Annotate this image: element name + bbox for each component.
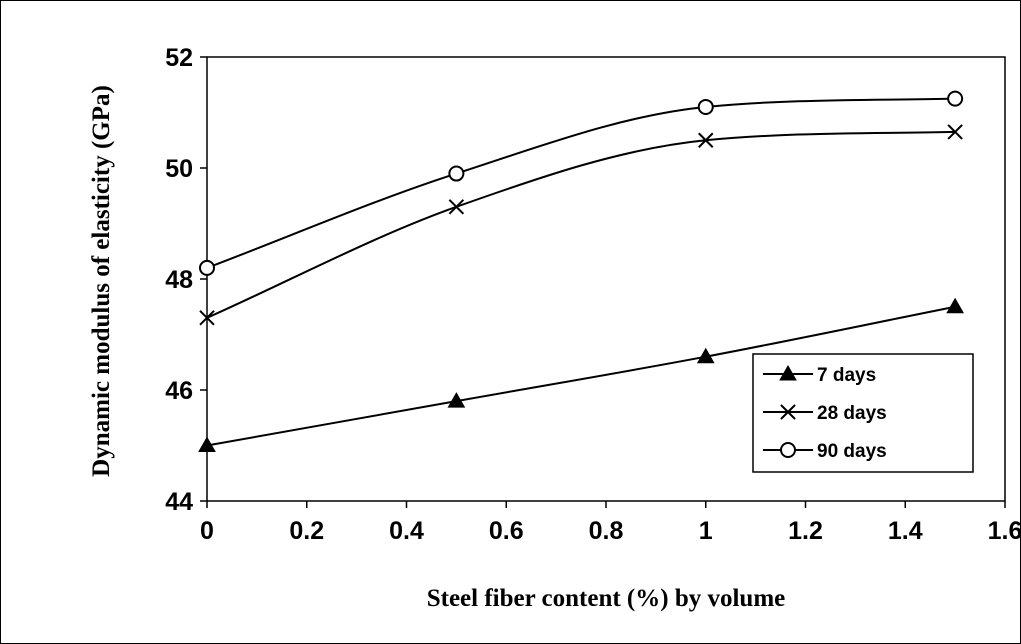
x-tick-label: 0.4 bbox=[389, 517, 424, 545]
legend-label: 28 days bbox=[817, 403, 887, 424]
data-point bbox=[199, 310, 215, 326]
x-tick-label: 0.2 bbox=[289, 517, 324, 545]
marker-layer bbox=[198, 90, 964, 452]
data-point bbox=[947, 90, 964, 107]
legend-marker bbox=[780, 404, 796, 420]
y-axis: 44 46 48 50 52 bbox=[165, 44, 207, 516]
x-tick-label: 0 bbox=[200, 517, 214, 545]
y-tick-label: 50 bbox=[165, 155, 193, 183]
x-tick-label: 1.2 bbox=[788, 517, 823, 545]
x-tick-label: 0.8 bbox=[589, 517, 624, 545]
series-line-7-days bbox=[206, 305, 956, 447]
data-point bbox=[696, 347, 715, 364]
y-tick-label: 46 bbox=[165, 377, 193, 405]
y-axis-title: Dynamic modulus of elasticity (GPa) bbox=[88, 85, 115, 477]
y-tick-label: 48 bbox=[165, 266, 193, 294]
y-tick-label: 44 bbox=[165, 488, 193, 516]
series-line-28-days bbox=[206, 130, 956, 319]
x-tick-label: 1.4 bbox=[888, 517, 923, 545]
x-axis: 0 0.2 0.4 0.6 0.8 1 1.2 1.4 1.6 bbox=[200, 501, 1020, 545]
data-point bbox=[448, 199, 465, 215]
data-point bbox=[947, 124, 963, 140]
legend: 7 days 28 days 90 days bbox=[752, 353, 974, 473]
data-point bbox=[448, 165, 465, 182]
series-layer bbox=[206, 97, 956, 447]
y-tick-label: 52 bbox=[165, 44, 193, 72]
legend-marker bbox=[779, 364, 797, 381]
data-point bbox=[198, 436, 216, 452]
legend-label: 90 days bbox=[817, 441, 887, 462]
x-tick-label: 0.6 bbox=[489, 517, 524, 545]
data-point bbox=[199, 259, 215, 276]
data-point bbox=[946, 297, 964, 314]
data-point bbox=[697, 98, 714, 115]
x-tick-label: 1.6 bbox=[988, 517, 1020, 545]
x-tick-label: 1 bbox=[699, 517, 713, 545]
data-point bbox=[698, 132, 714, 148]
x-axis-title: Steel fiber content (%) by volume bbox=[427, 585, 786, 612]
legend-marker bbox=[780, 442, 796, 458]
data-point bbox=[447, 392, 466, 408]
series-line-90-days bbox=[206, 97, 956, 269]
legend-label: 7 days bbox=[817, 365, 876, 386]
